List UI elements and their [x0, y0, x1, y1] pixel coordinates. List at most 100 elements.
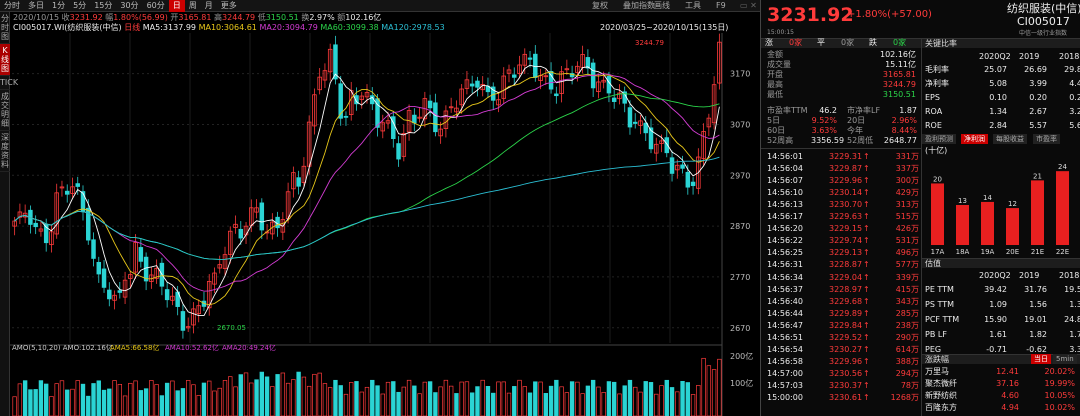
toolbar-tool[interactable]: 画线	[654, 1, 670, 10]
tick-price: 3229.87	[829, 164, 863, 174]
volume-bar	[101, 389, 107, 416]
info-high: 3244.79	[222, 13, 256, 22]
volume-bar	[543, 393, 549, 416]
candle-body	[364, 92, 370, 98]
gainer-price: 12.41	[996, 367, 1019, 376]
period-tab[interactable]: 5分	[73, 0, 87, 10]
period-tab[interactable]: 60分	[146, 0, 165, 10]
period-toolbar: 分时 多日 1分 5分 15分 30分 60分日周月更多	[0, 0, 760, 12]
period-tab[interactable]: 日	[168, 0, 185, 12]
ratio-value: 0.20	[1069, 93, 1080, 102]
gainers-period-tab[interactable]: 5min	[1053, 354, 1077, 364]
volume-bar	[291, 379, 296, 416]
period-tab[interactable]: 多日	[28, 0, 44, 10]
stat-label: 开盘	[767, 70, 783, 79]
tick-volume: 285万	[895, 308, 919, 318]
period-tab[interactable]: 30分	[120, 0, 139, 10]
ratio-column-header: 2020Q2	[979, 52, 1011, 61]
candle-body	[422, 98, 428, 120]
profit-tab[interactable]: 净利润	[961, 134, 988, 144]
volume-bar	[196, 395, 201, 416]
period-tab[interactable]: 月	[204, 0, 213, 10]
volume-bar	[170, 380, 175, 416]
volume-bar	[96, 380, 101, 416]
profit-bar	[931, 183, 944, 245]
candle-body	[638, 120, 643, 126]
info-close: 3231.92	[69, 13, 103, 22]
volume-bar	[112, 380, 117, 416]
candle-body	[417, 116, 422, 119]
profit-bar	[956, 205, 969, 245]
volume-bar	[212, 390, 217, 416]
valuation-value: 1.87	[899, 106, 917, 115]
view-switch-item[interactable]: K线图	[0, 44, 10, 76]
tick-up-icon: ↑	[863, 188, 870, 198]
candle-body	[117, 290, 123, 293]
profit-tab[interactable]: 每股收益	[993, 134, 1027, 144]
period-tab[interactable]: 1分	[52, 0, 66, 10]
volume-bar	[391, 381, 396, 416]
high-mark-label: 3244.79	[635, 39, 664, 47]
profit-forecast-chart: 20 17A 13 18A 14 19A 12 20E 21 21E 24 22E	[931, 163, 1070, 255]
toolbar-tool[interactable]: F9	[716, 1, 726, 10]
candle-body	[501, 75, 506, 99]
candle-body	[180, 311, 186, 331]
volume-axis-label: 200亿	[730, 351, 753, 361]
window-control-icon[interactable]: ▭ ✕	[740, 1, 757, 10]
period-tab[interactable]: 周	[188, 0, 197, 10]
profit-tab[interactable]: 盈利预测	[922, 134, 956, 144]
valuation-metric-value: 1.30	[1069, 300, 1080, 309]
volume-bar	[175, 390, 180, 416]
tick-price: 3229.15	[829, 224, 863, 234]
volume-bar	[370, 379, 375, 416]
tick-price: 3229.96	[829, 176, 863, 186]
candle-body	[133, 242, 138, 273]
tick-up-icon: ↑	[863, 260, 870, 270]
volume-bar	[380, 393, 385, 416]
candle-body	[86, 207, 91, 241]
candle-body	[333, 44, 338, 80]
candle-body	[438, 128, 443, 137]
profit-category-label: 19A	[981, 248, 995, 255]
period-tab[interactable]: 15分	[94, 0, 113, 10]
candlestick-chart[interactable]: 3170 3070 2970 2870 2770 2670 3244.79 2670.05 AM…	[10, 33, 760, 416]
tick-time: 14:56:31	[767, 260, 803, 270]
view-switch-item[interactable]: TICK	[0, 76, 18, 90]
ratio-value: 5.08	[989, 79, 1007, 88]
volume-bar	[690, 394, 696, 416]
tick-volume: 337万	[895, 164, 919, 174]
candle-body	[317, 76, 322, 91]
gainers-period-tab[interactable]: 当日	[1031, 354, 1051, 364]
tick-time: 14:56:47	[767, 320, 803, 330]
candle-body	[296, 177, 301, 187]
valuation-metric-label: PE TTM	[925, 285, 954, 294]
valuation-label: 今年	[847, 126, 863, 135]
view-switch-item[interactable]: 深度资料	[0, 131, 10, 172]
price-change: +1.80%(+57.00)	[847, 9, 932, 20]
ma10-line	[14, 71, 720, 306]
gainer-change: 10.05%	[1044, 391, 1075, 400]
volume-bar	[533, 381, 538, 416]
view-switch-item[interactable]: 成交明细	[0, 90, 10, 131]
candle-body	[259, 202, 265, 231]
period-tab[interactable]: 分时	[4, 0, 20, 10]
toolbar-tool[interactable]: 复权	[592, 1, 608, 10]
ratio-label: 毛利率	[925, 65, 949, 74]
tick-price: 3228.87	[829, 260, 863, 270]
volume-bar	[285, 382, 291, 416]
volume-bar	[33, 389, 38, 416]
toolbar-tool[interactable]: 叠加指数	[623, 1, 655, 10]
volume-bar	[427, 381, 433, 416]
tick-time: 14:56:07	[767, 176, 803, 186]
view-switch-item[interactable]: 分时图	[0, 12, 10, 44]
period-tab[interactable]: 更多	[220, 0, 237, 10]
profit-tab[interactable]: 市盈率	[1033, 134, 1060, 144]
info-high-label: 高	[214, 13, 223, 22]
stat-value: 102.16亿	[880, 50, 916, 59]
valuation-metric-value: 19.01	[1024, 315, 1047, 324]
toolbar-tool[interactable]: 工具	[685, 1, 701, 10]
volume-bar	[228, 376, 233, 416]
valuation-value: 2.96%	[891, 116, 917, 125]
profit-category-label: 18A	[956, 248, 970, 255]
volume-bar	[217, 387, 222, 416]
